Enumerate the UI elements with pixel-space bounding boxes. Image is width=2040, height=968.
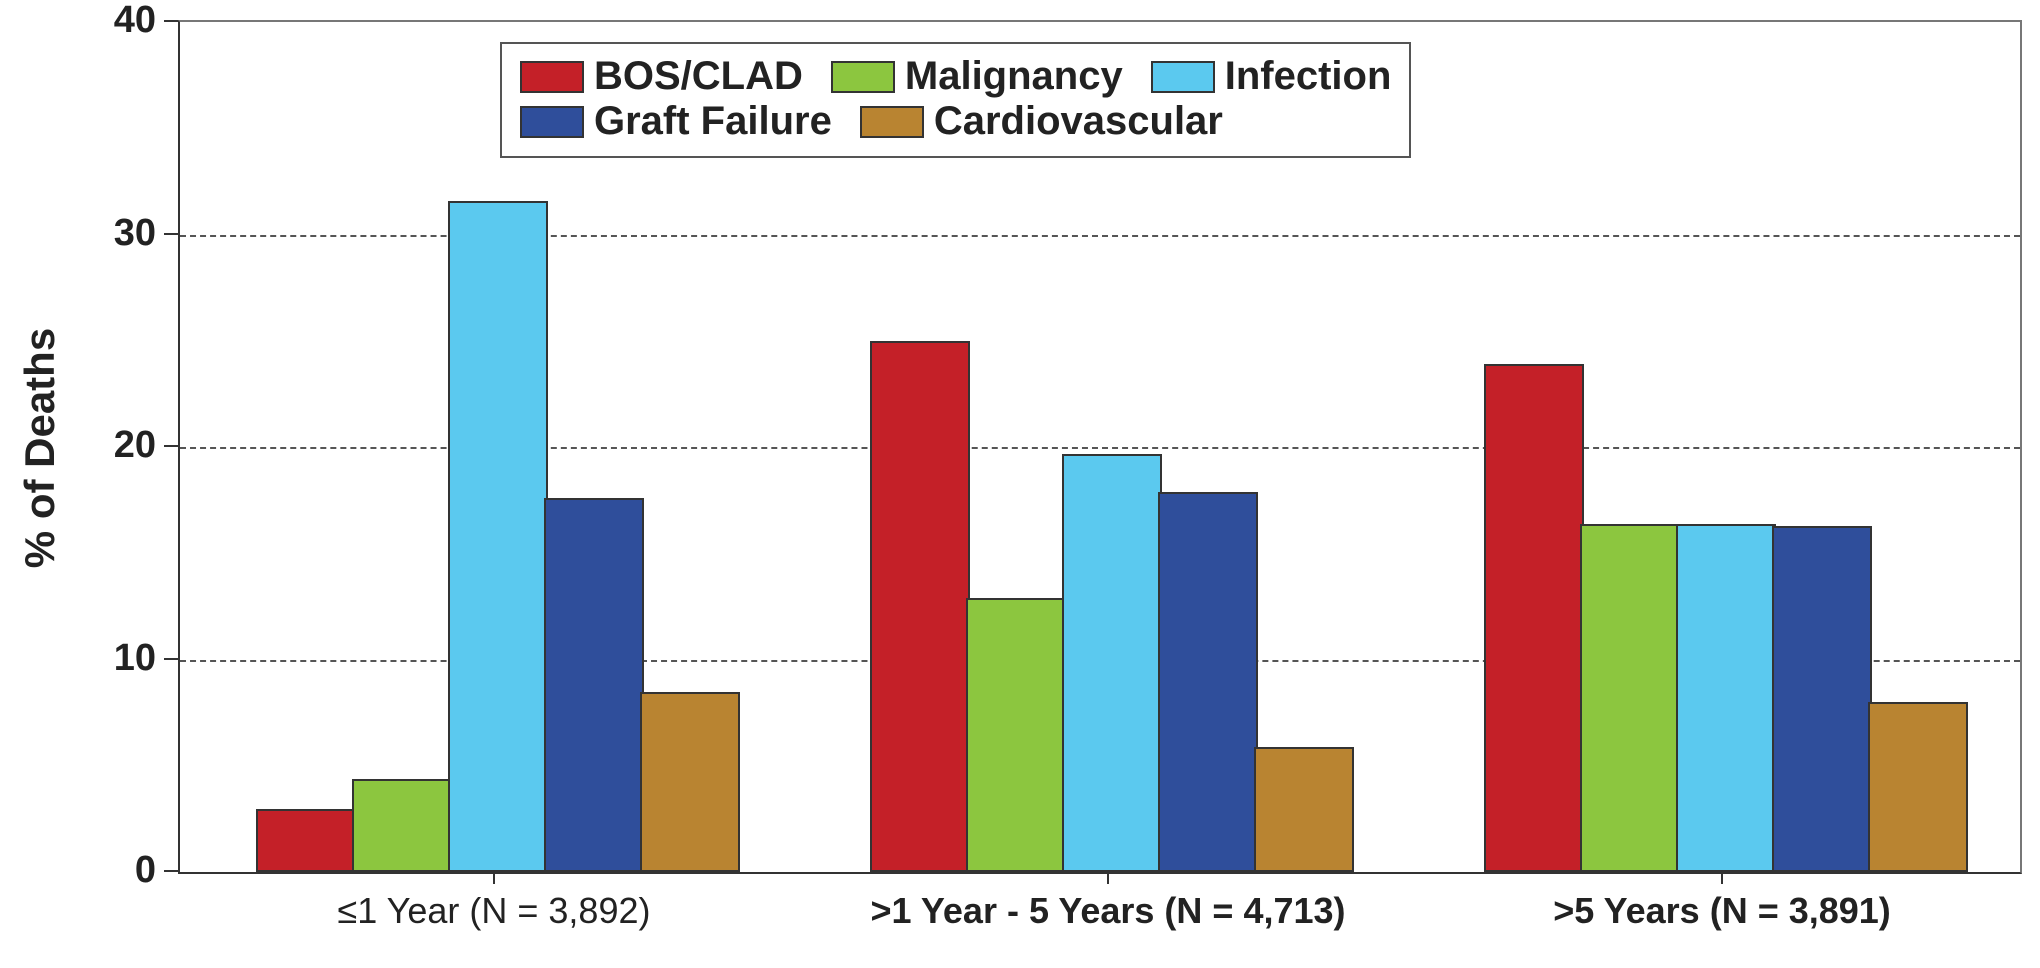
legend: BOS/CLADMalignancyInfectionGraft Failure… xyxy=(500,42,1411,158)
bar xyxy=(1158,492,1258,872)
bar xyxy=(966,598,1066,872)
y-tick-mark xyxy=(164,870,178,872)
bar xyxy=(544,498,644,872)
bar xyxy=(256,809,356,873)
legend-swatch xyxy=(1151,61,1215,93)
plot-area: BOS/CLADMalignancyInfectionGraft Failure… xyxy=(178,20,2022,874)
legend-item: Infection xyxy=(1151,54,1392,99)
bar xyxy=(1580,524,1680,872)
bar xyxy=(1868,702,1968,872)
legend-row: Graft Failure Cardiovascular xyxy=(520,99,1391,144)
legend-swatch xyxy=(520,106,584,138)
bar xyxy=(1484,364,1584,872)
legend-label: BOS/CLAD xyxy=(594,54,803,99)
y-tick-mark xyxy=(164,658,178,660)
legend-item: Graft Failure xyxy=(520,99,832,144)
y-axis-label: % of Deaths xyxy=(16,23,64,873)
x-tick-mark xyxy=(493,870,495,884)
x-group-label: ≤1 Year (N = 3,892) xyxy=(194,890,794,932)
y-tick-label: 30 xyxy=(86,212,156,255)
legend-item: BOS/CLAD xyxy=(520,54,803,99)
bar xyxy=(1254,747,1354,872)
y-tick-label: 10 xyxy=(86,637,156,680)
bar xyxy=(352,779,452,872)
y-tick-label: 20 xyxy=(86,424,156,467)
legend-label: Cardiovascular xyxy=(934,99,1223,144)
x-group-label: >5 Years (N = 3,891) xyxy=(1422,890,2022,932)
y-tick-mark xyxy=(164,445,178,447)
y-tick-mark xyxy=(164,20,178,22)
chart-container: % of Deaths BOS/CLADMalignancyInfectionG… xyxy=(0,0,2040,968)
bar xyxy=(640,692,740,872)
legend-label: Infection xyxy=(1225,54,1392,99)
x-group-label: >1 Year - 5 Years (N = 4,713) xyxy=(808,890,1408,932)
legend-row: BOS/CLAD Malignancy Infection xyxy=(520,54,1391,99)
bar xyxy=(448,201,548,872)
bar xyxy=(870,341,970,872)
legend-item: Malignancy xyxy=(831,54,1123,99)
legend-label: Graft Failure xyxy=(594,99,832,144)
legend-swatch xyxy=(860,106,924,138)
bar xyxy=(1772,526,1872,872)
x-tick-mark xyxy=(1107,870,1109,884)
bar xyxy=(1676,524,1776,872)
legend-item: Cardiovascular xyxy=(860,99,1223,144)
y-tick-label: 40 xyxy=(86,0,156,42)
x-tick-mark xyxy=(1721,870,1723,884)
y-tick-mark xyxy=(164,233,178,235)
legend-swatch xyxy=(520,61,584,93)
y-tick-label: 0 xyxy=(86,849,156,892)
legend-swatch xyxy=(831,61,895,93)
legend-label: Malignancy xyxy=(905,54,1123,99)
bar xyxy=(1062,454,1162,872)
